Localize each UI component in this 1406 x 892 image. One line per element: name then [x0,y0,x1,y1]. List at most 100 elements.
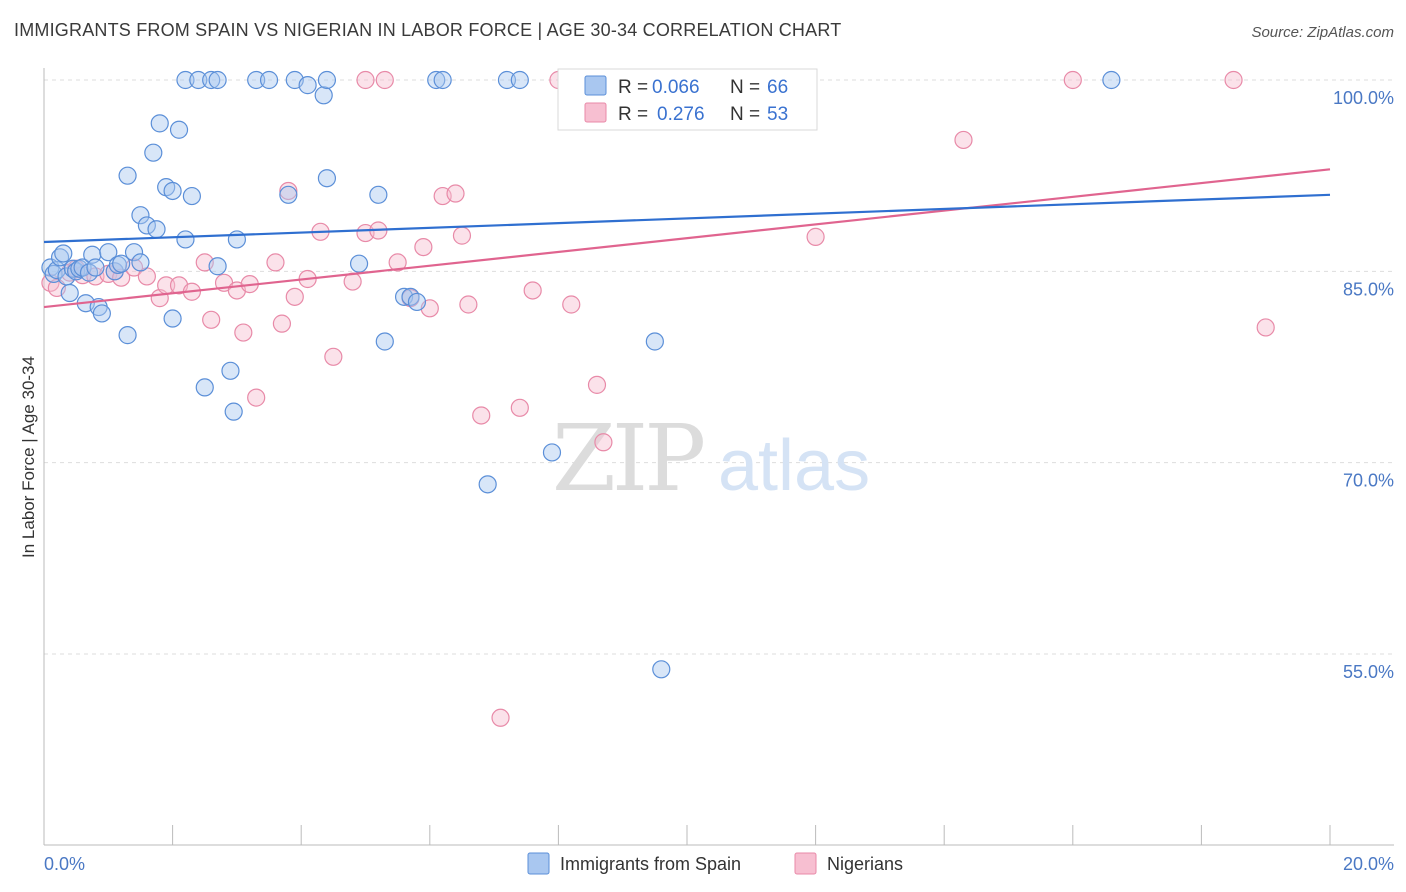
nigeria-legend-swatch [584,102,607,123]
data-point [131,206,150,225]
data-point [195,378,214,397]
data-point [221,361,240,380]
data-point [317,169,337,188]
data-point [163,181,182,201]
data-point [224,402,243,421]
data-point [208,70,227,90]
spain-points [41,70,1121,679]
data-point [202,310,221,329]
data-point [272,314,292,333]
data-point [150,114,169,133]
data-point [189,70,208,90]
data-point [279,185,298,204]
data-point [433,70,452,90]
data-point [92,304,111,323]
data-point [99,243,118,262]
data-point [169,120,189,139]
data-point [562,295,581,314]
data-point [208,257,227,276]
x-min-label: 0.0% [44,854,85,874]
data-point [427,70,446,90]
data-point [202,70,221,90]
data-point [112,254,131,273]
data-point [279,181,298,201]
y-tick-label: 55.0% [1343,662,1394,682]
trendlines [43,168,1331,309]
data-point [247,388,266,407]
data-point [227,230,246,249]
nigeria-series-swatch [794,852,817,875]
data-point [645,332,664,351]
watermark-atlas: atlas [718,426,870,506]
nigeria-r-label: R = [618,104,648,125]
series-legend: Immigrants from Spain Nigerians [527,852,903,875]
data-point [247,70,266,90]
data-point [1224,70,1243,90]
nigeria-r-value: 0.276 [657,104,705,125]
data-point [298,76,317,95]
data-point [266,253,285,272]
spain-legend-swatch [584,75,607,96]
spain-r-label: R = [618,77,648,98]
data-point [497,70,517,90]
x-max-label: 20.0% [1343,854,1394,874]
nigerians-trendline [43,168,1331,309]
y-tick-label: 85.0% [1343,279,1394,299]
spain-series-swatch [527,852,550,875]
data-point [131,253,150,272]
data-point [542,443,562,462]
spain-series-label: Immigrants from Spain [560,854,741,874]
data-point [144,143,163,162]
source-credit: Source: ZipAtlas.com [1251,24,1394,41]
data-point [54,244,73,263]
nigeria-n-label: N = [730,104,760,125]
gridlines [44,79,1394,655]
data-point [176,70,195,90]
data-point [594,433,613,452]
nigeria-n-value: 53 [767,104,788,125]
data-point [369,185,388,204]
data-point [459,295,478,314]
data-point [163,309,182,328]
spain-trendline [43,193,1331,244]
data-point [491,708,510,727]
data-point [587,375,607,394]
data-point [472,406,491,425]
axes [43,68,1394,846]
y-tick-label: 70.0% [1343,471,1394,491]
y-axis-title: In Labor Force | Age 30-34 [19,356,38,558]
data-point [954,130,973,150]
data-point [523,281,542,300]
data-point [314,86,333,105]
data-point [375,332,394,351]
data-point [1102,70,1121,90]
data-point [285,287,304,306]
data-point [147,220,166,239]
watermark: ZIP atlas [552,405,870,512]
data-point [510,398,529,417]
data-point [118,166,137,185]
nigeria-series-label: Nigerians [827,854,903,874]
spain-n-value: 66 [767,77,788,98]
stats-legend: R = 0.066 N = 66 R = 0.276 N = 53 [557,68,818,131]
data-point [317,70,337,90]
data-point [510,70,529,90]
data-point [452,226,472,245]
data-point [60,283,79,303]
spain-r-value: 0.066 [652,77,700,98]
data-point [407,292,427,312]
data-point [324,347,343,366]
data-point [118,326,137,345]
data-point [478,475,497,494]
data-point [1256,318,1275,337]
data-point [1063,70,1082,90]
data-point [446,184,465,203]
data-point [176,230,195,249]
nigerians-points [41,70,1275,727]
data-point [137,216,156,235]
data-point [806,227,825,246]
chart-title: IMMIGRANTS FROM SPAIN VS NIGERIAN IN LAB… [14,20,842,40]
data-point [349,254,369,273]
data-point [414,237,433,257]
